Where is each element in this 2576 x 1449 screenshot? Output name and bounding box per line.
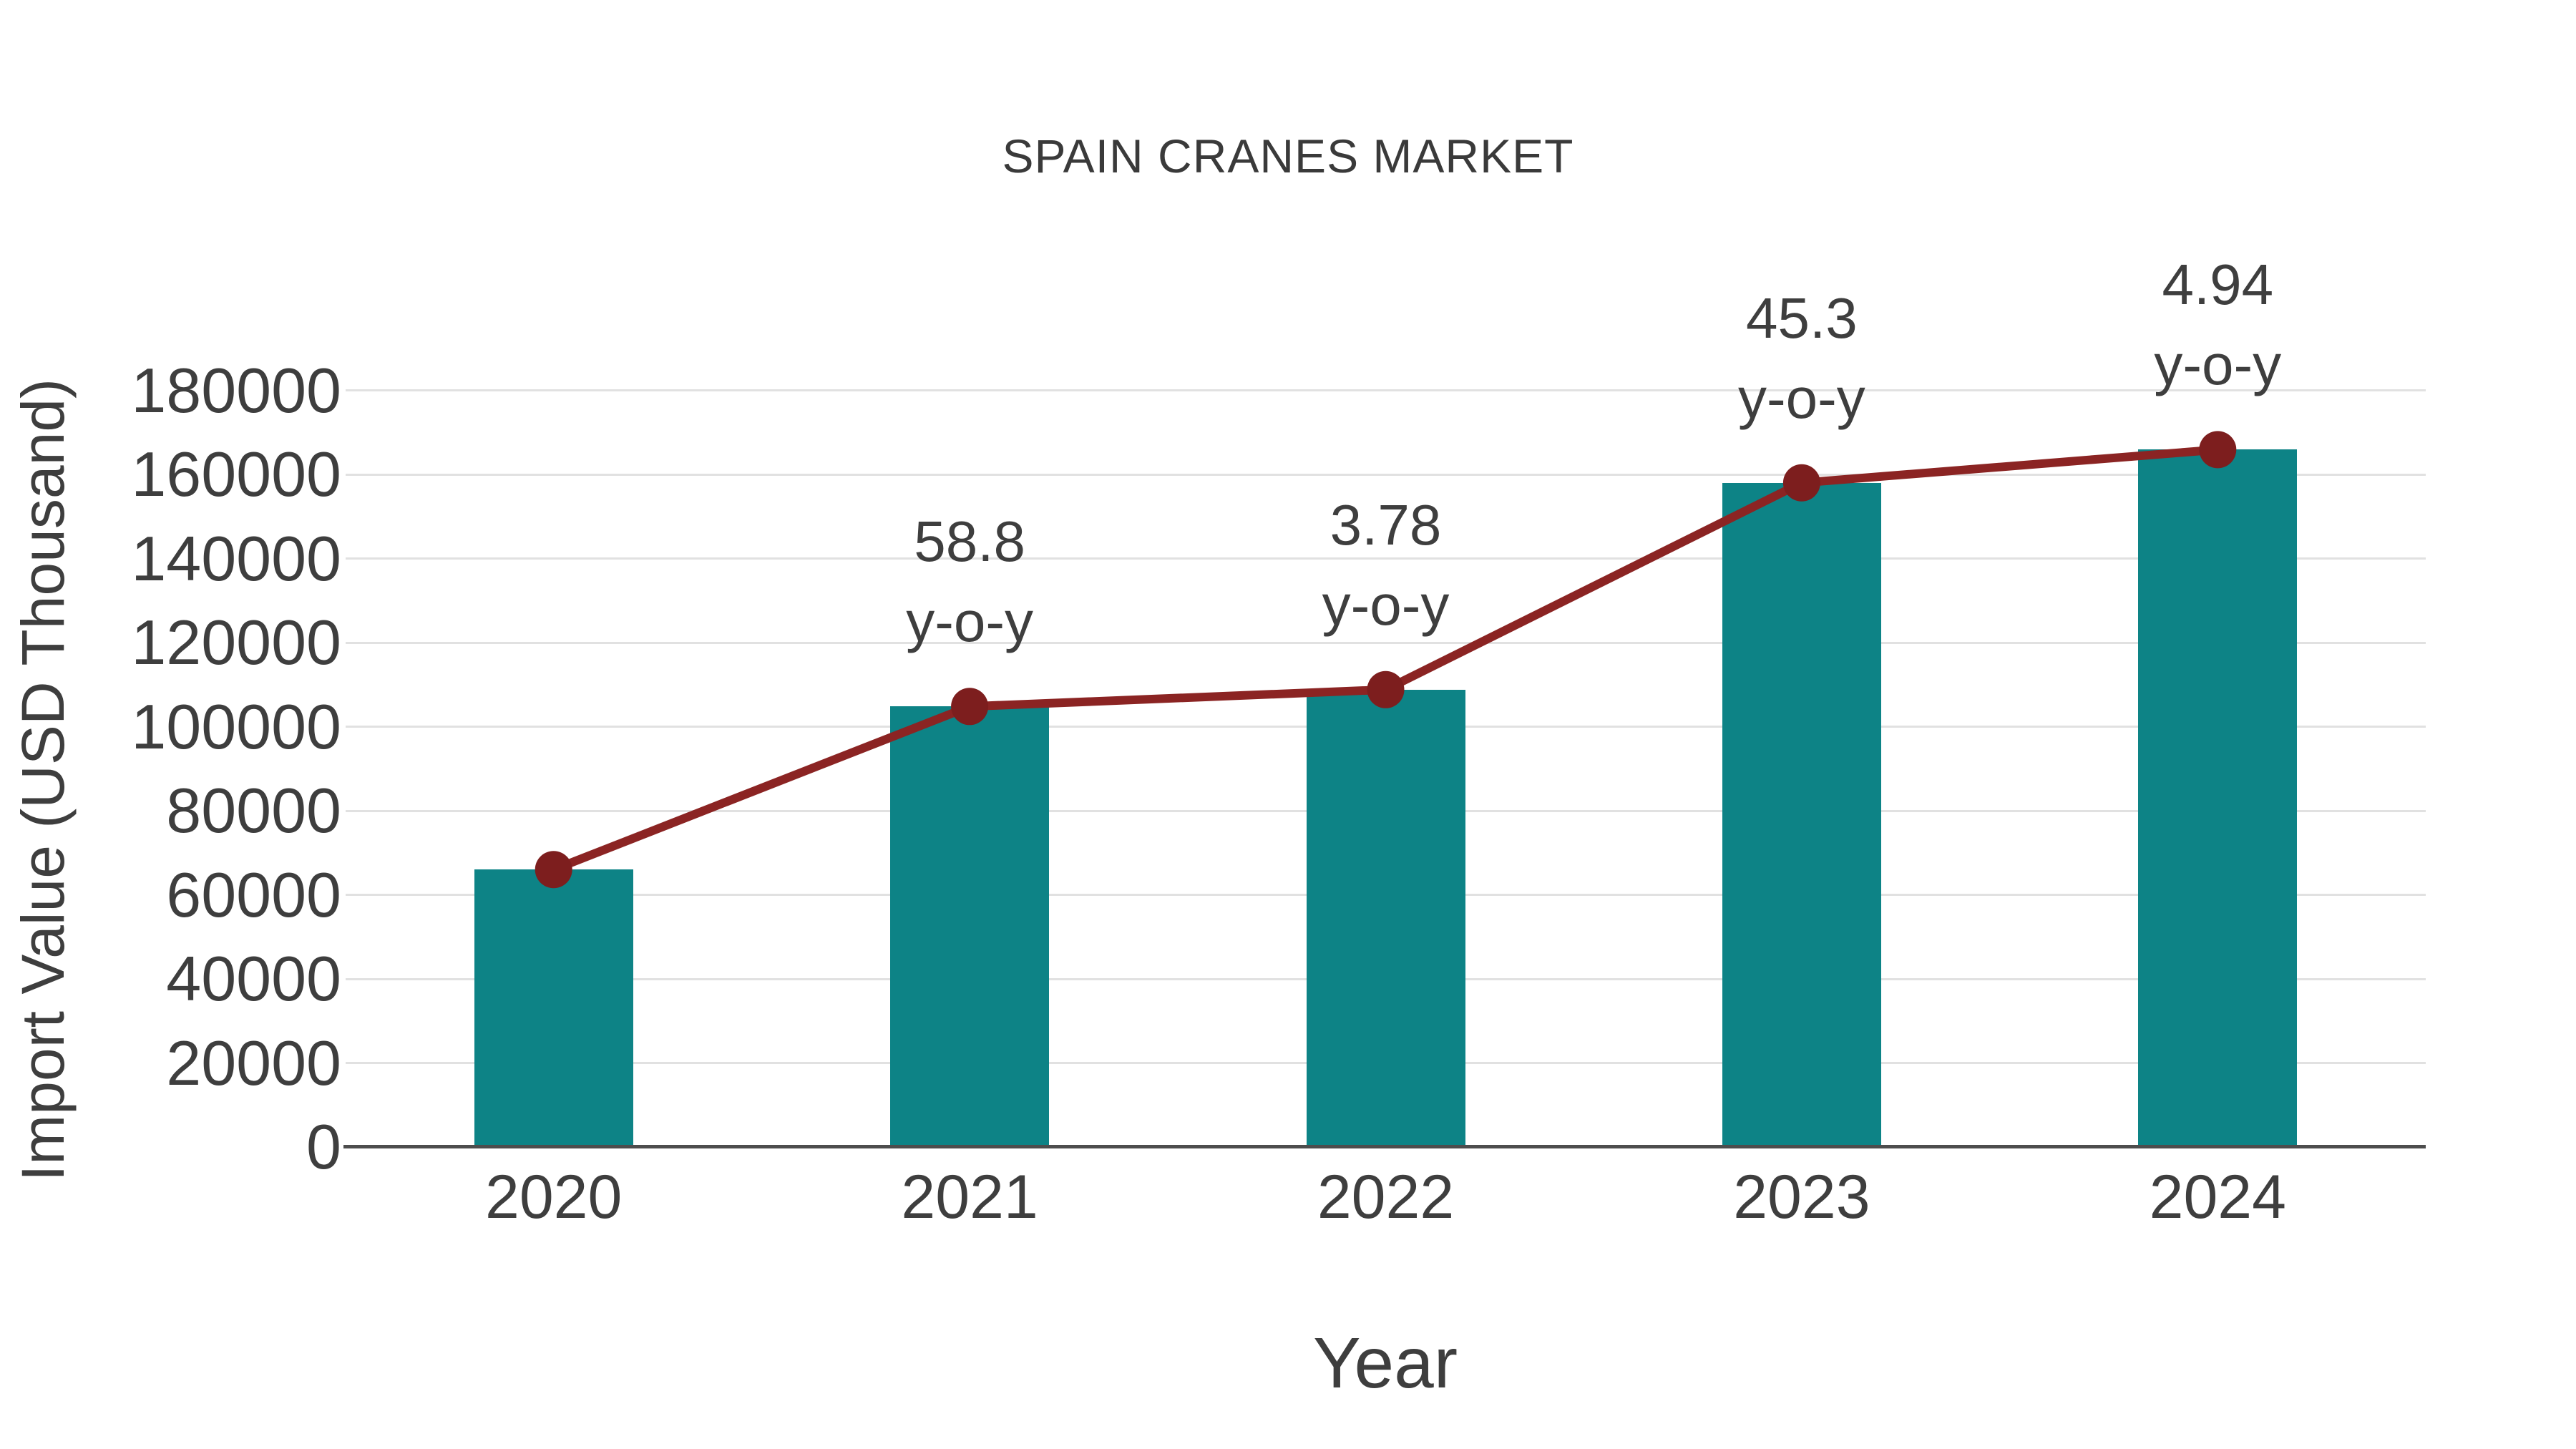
bar-2022	[1306, 689, 1465, 1147]
gridline-y140000	[346, 557, 2426, 560]
y-tick-label: 80000	[166, 775, 341, 846]
y-tick-label: 120000	[131, 607, 341, 678]
bar-2021	[890, 706, 1050, 1147]
gridline-y120000	[346, 641, 2426, 644]
data-label-unit: y-o-y	[1738, 366, 1865, 430]
data-label-unit: y-o-y	[906, 590, 1033, 654]
y-tick-label: 40000	[166, 943, 341, 1014]
data-label-value: 4.94	[2162, 253, 2274, 317]
bar-2020	[474, 869, 633, 1147]
chart-title: SPAIN CRANES MARKET	[1002, 130, 1574, 182]
y-tick-label: 160000	[131, 439, 341, 509]
bar-2023	[1722, 482, 1881, 1147]
y-tick-label: 180000	[131, 354, 341, 426]
bar-2024	[2138, 449, 2298, 1147]
x-axis-title: Year	[1312, 1323, 1458, 1403]
gridline-y160000	[346, 473, 2426, 476]
data-point-2020	[535, 851, 572, 889]
data-label-value: 58.8	[914, 509, 1025, 574]
data-label-unit: y-o-y	[1322, 572, 1450, 637]
data-label-unit: y-o-y	[2154, 333, 2282, 397]
x-axis-line	[343, 1145, 2426, 1148]
data-label-value: 45.3	[1746, 286, 1858, 350]
y-tick-label: 140000	[131, 522, 341, 594]
x-tick-label-2020: 2020	[485, 1163, 623, 1231]
data-label-value: 3.78	[1330, 492, 1442, 557]
y-tick-label: 60000	[166, 859, 341, 930]
data-point-2021	[951, 688, 989, 726]
data-point-2024	[2199, 431, 2237, 469]
y-tick-label: 100000	[131, 691, 341, 762]
data-point-2022	[1367, 670, 1405, 708]
x-tick-label-2024: 2024	[2149, 1163, 2286, 1231]
x-tick-label-2023: 2023	[1733, 1163, 1870, 1231]
y-tick-label: 20000	[166, 1027, 341, 1098]
data-point-2023	[1782, 464, 1820, 502]
x-tick-label-2022: 2022	[1317, 1163, 1455, 1231]
gridline-y180000	[346, 389, 2426, 391]
x-tick-label-2021: 2021	[901, 1163, 1038, 1231]
y-tick-label: 0	[306, 1111, 341, 1182]
